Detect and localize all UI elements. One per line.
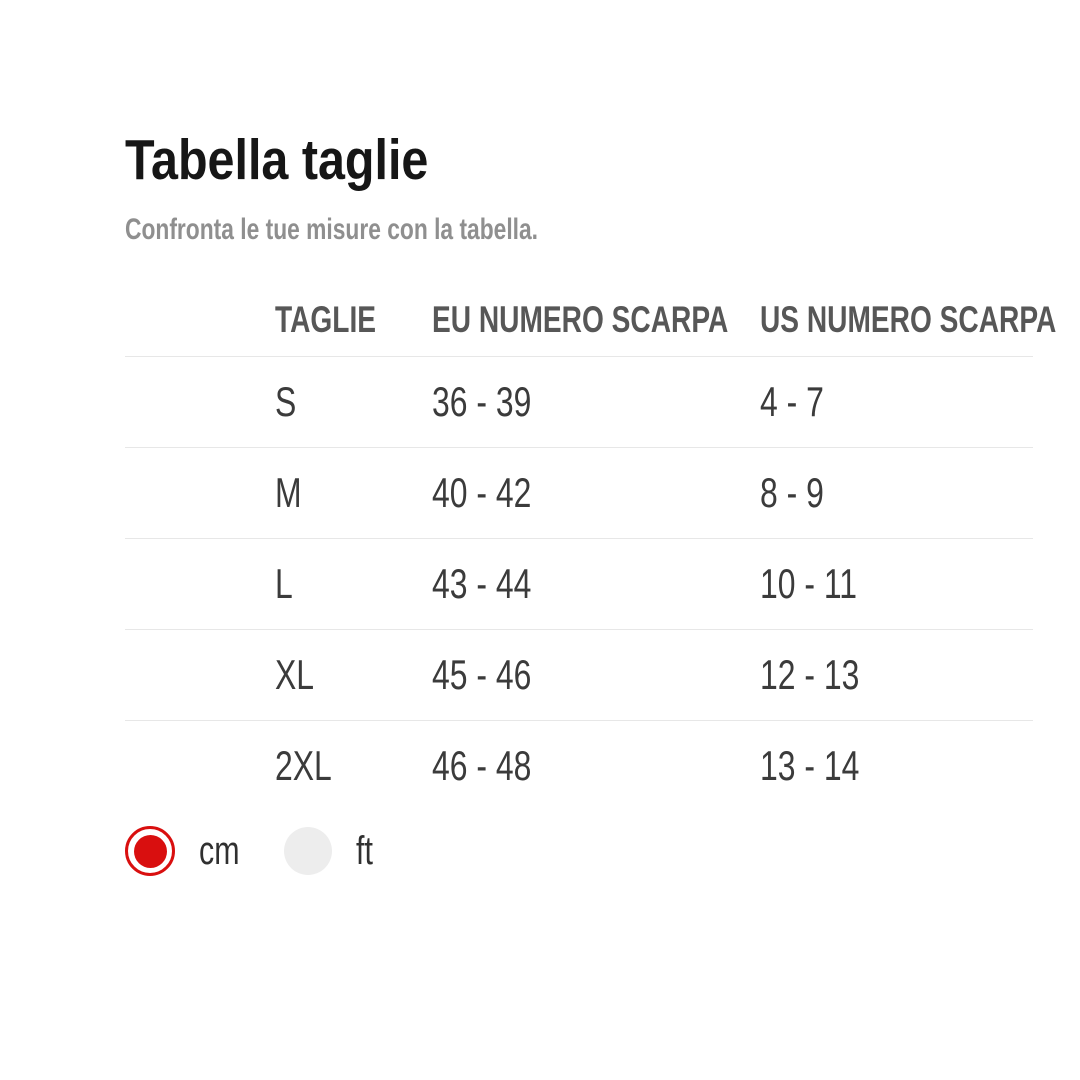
table-cell-text: L xyxy=(275,559,293,607)
size-table-head: TAGLIE EU NUMERO SCARPA US NUMERO SCARPA xyxy=(125,284,1056,357)
column-header-taglie-text: TAGLIE xyxy=(275,298,377,340)
table-cell-eu: 43 - 44 xyxy=(432,538,760,630)
table-cell-taglie: M xyxy=(125,447,432,539)
column-header-eu-numero-scarpa: EU NUMERO SCARPA xyxy=(432,284,760,357)
column-header-us-text: US NUMERO SCARPA xyxy=(760,298,1057,340)
unit-label-ft: ft xyxy=(356,828,374,873)
table-cell-us: 8 - 9 xyxy=(760,447,1033,539)
table-header-row: TAGLIE EU NUMERO SCARPA US NUMERO SCARPA xyxy=(125,284,1056,357)
unit-label-cm: cm xyxy=(199,828,240,873)
table-cell-text: 36 - 39 xyxy=(432,377,532,425)
radio-unselected-icon xyxy=(284,827,333,875)
table-row: M 40 - 42 8 - 9 xyxy=(125,447,1033,539)
table-cell-us: 10 - 11 xyxy=(760,538,1033,630)
table-cell-text: 8 - 9 xyxy=(760,468,824,516)
size-table-body: S 36 - 39 4 - 7 M 40 - 42 8 - 9 L 43 - 44 10 - 1… xyxy=(125,356,1033,811)
table-cell-us: 4 - 7 xyxy=(760,356,1033,448)
table-cell-text: M xyxy=(275,468,302,516)
page-title-text: Tabella taglie xyxy=(125,128,429,192)
size-guide-content: Tabella taglie Confronta le tue misure c… xyxy=(125,130,1056,876)
table-cell-text: 13 - 14 xyxy=(760,741,860,789)
column-header-taglie: TAGLIE xyxy=(125,284,432,357)
table-cell-text: 45 - 46 xyxy=(432,650,532,698)
table-cell-text: 12 - 13 xyxy=(760,650,860,698)
unit-option-ft[interactable]: ft xyxy=(284,827,378,875)
table-row: L 43 - 44 10 - 11 xyxy=(125,538,1033,630)
table-cell-taglie: XL xyxy=(125,629,432,721)
column-header-eu-text: EU NUMERO SCARPA xyxy=(432,298,729,340)
table-cell-text: S xyxy=(275,377,297,425)
table-cell-text: 43 - 44 xyxy=(432,559,532,607)
page-subtitle: Confronta le tue misure con la tabella. xyxy=(125,212,1033,248)
table-cell-us: 12 - 13 xyxy=(760,629,1033,721)
table-cell-text: XL xyxy=(275,650,315,698)
table-cell-eu: 46 - 48 xyxy=(432,720,760,811)
table-cell-eu: 36 - 39 xyxy=(432,356,760,448)
table-cell-us: 13 - 14 xyxy=(760,720,1033,811)
table-cell-text: 10 - 11 xyxy=(760,559,858,607)
table-cell-taglie: S xyxy=(125,356,432,448)
table-cell-eu: 45 - 46 xyxy=(432,629,760,721)
table-row: 2XL 46 - 48 13 - 14 xyxy=(125,720,1033,811)
radio-selected-icon xyxy=(125,826,175,876)
column-header-us-numero-scarpa: US NUMERO SCARPA xyxy=(760,284,1056,357)
table-cell-text: 46 - 48 xyxy=(432,741,532,789)
table-cell-eu: 40 - 42 xyxy=(432,447,760,539)
size-table: TAGLIE EU NUMERO SCARPA US NUMERO SCARPA… xyxy=(125,284,1056,811)
page-title: Tabella taglie xyxy=(125,130,1033,190)
unit-toggle: cm ft xyxy=(125,826,1033,876)
table-row: S 36 - 39 4 - 7 xyxy=(125,356,1033,448)
table-cell-text: 2XL xyxy=(275,741,332,789)
table-row: XL 45 - 46 12 - 13 xyxy=(125,629,1033,721)
table-cell-text: 4 - 7 xyxy=(760,377,824,425)
page-subtitle-text: Confronta le tue misure con la tabella. xyxy=(125,213,539,246)
unit-option-cm[interactable]: cm xyxy=(125,826,252,876)
table-cell-text: 40 - 42 xyxy=(432,468,532,516)
table-cell-taglie: 2XL xyxy=(125,720,432,811)
table-cell-taglie: L xyxy=(125,538,432,630)
